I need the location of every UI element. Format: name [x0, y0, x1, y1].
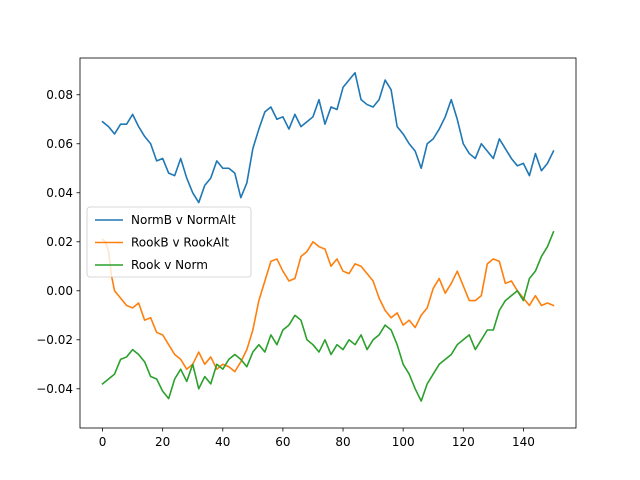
y-tick-label: 0.04 — [46, 186, 73, 200]
y-tick-label: 0.02 — [46, 235, 73, 249]
series-line-3 — [101, 230, 555, 402]
x-tick-label: 140 — [512, 435, 535, 449]
x-tick-label: 120 — [452, 435, 475, 449]
y-tick-label: −0.02 — [36, 333, 73, 347]
x-tick-label: 100 — [392, 435, 415, 449]
x-tick-label: 80 — [335, 435, 350, 449]
plot-area-frame — [79, 57, 577, 429]
legend: NormB v NormAlt RookB v RookAlt Rook v Nor… — [86, 206, 252, 278]
x-tick-label: 0 — [99, 435, 107, 449]
x-tick-label: 40 — [215, 435, 230, 449]
legend-box — [86, 206, 252, 278]
x-tick-label: 20 — [155, 435, 170, 449]
x-tick-label: 60 — [275, 435, 290, 449]
series-line-1 — [101, 71, 555, 204]
series-line-2 — [101, 238, 555, 373]
series-layer — [101, 71, 555, 402]
y-tick-label: 0.06 — [46, 137, 73, 151]
y-axis: −0.04 −0.02 0.00 0.02 0.04 0.06 0.08 — [36, 88, 80, 396]
y-tick-label: 0.08 — [46, 88, 73, 102]
legend-label: NormB v NormAlt — [131, 213, 236, 227]
y-tick-label: 0.00 — [46, 284, 73, 298]
y-tick-label: −0.04 — [36, 382, 73, 396]
x-axis: 0 20 40 60 80 100 120 140 — [99, 428, 535, 449]
legend-label: RookB v RookAlt — [131, 236, 229, 250]
legend-label: Rook v Norm — [131, 258, 208, 272]
